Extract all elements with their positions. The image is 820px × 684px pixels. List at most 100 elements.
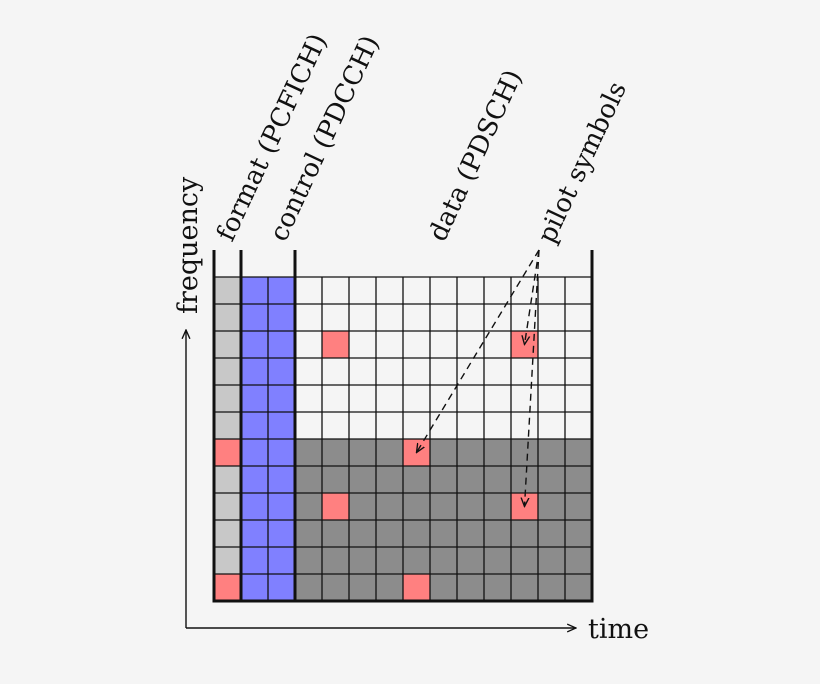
data-cell-shaded: [376, 439, 403, 466]
format-cell: [214, 277, 241, 304]
data-cell: [295, 331, 322, 358]
data-cell: [403, 412, 430, 439]
data-cell: [538, 304, 565, 331]
pilot-cell: [214, 439, 241, 466]
data-cell: [538, 358, 565, 385]
format-cell: [214, 520, 241, 547]
control-cell: [241, 412, 268, 439]
data-cell-shaded: [538, 520, 565, 547]
data-cell: [457, 358, 484, 385]
pilot-arrow: [525, 249, 540, 507]
data-cell: [538, 331, 565, 358]
data-cell-shaded: [457, 466, 484, 493]
data-cell-shaded: [565, 439, 592, 466]
data-cell-shaded: [511, 547, 538, 574]
data-cell: [538, 385, 565, 412]
data-cell: [376, 331, 403, 358]
frequency-axis-label: frequency: [173, 176, 204, 314]
data-cell: [484, 358, 511, 385]
data-cell: [349, 385, 376, 412]
data-cell-shaded: [457, 574, 484, 601]
data-cell: [376, 277, 403, 304]
data-cell-shaded: [295, 493, 322, 520]
data-cell: [511, 304, 538, 331]
pilot-arrow: [525, 249, 540, 345]
data-cell: [403, 277, 430, 304]
data-cell: [403, 358, 430, 385]
data-cell-shaded: [430, 547, 457, 574]
data-cell-shaded: [376, 574, 403, 601]
data-cell-shaded: [484, 547, 511, 574]
data-cell-shaded: [295, 547, 322, 574]
control-cell: [241, 466, 268, 493]
data-cell-shaded: [403, 466, 430, 493]
format-cell: [214, 385, 241, 412]
data-cell-shaded: [538, 439, 565, 466]
data-cell-shaded: [565, 493, 592, 520]
data-cell-shaded: [322, 574, 349, 601]
data-cell-shaded: [349, 466, 376, 493]
data-cell-shaded: [349, 574, 376, 601]
data-cell: [322, 358, 349, 385]
control-cell: [268, 493, 295, 520]
format-cell: [214, 304, 241, 331]
data-cell-shaded: [538, 574, 565, 601]
data-cell: [376, 412, 403, 439]
data-cell: [457, 277, 484, 304]
data-cell: [565, 277, 592, 304]
data-cell-shaded: [295, 574, 322, 601]
data-cell-shaded: [565, 520, 592, 547]
data-cell: [349, 358, 376, 385]
control-cell: [268, 358, 295, 385]
data-cell: [295, 358, 322, 385]
data-cell: [376, 385, 403, 412]
data-cell: [565, 412, 592, 439]
data-cell: [349, 331, 376, 358]
data-cell-shaded: [457, 547, 484, 574]
data-cell-shaded: [430, 493, 457, 520]
data-cell: [376, 358, 403, 385]
data-cell-shaded: [484, 493, 511, 520]
data-cell: [565, 331, 592, 358]
control-cell: [241, 493, 268, 520]
format-cell: [214, 412, 241, 439]
control-cell: [268, 412, 295, 439]
data-cell-shaded: [538, 493, 565, 520]
data-cell: [484, 385, 511, 412]
data-cell: [295, 385, 322, 412]
data-cell-shaded: [484, 439, 511, 466]
time-axis-label: time: [588, 614, 649, 645]
pilot-cell: [214, 574, 241, 601]
data-cell-shaded: [322, 439, 349, 466]
data-cell-shaded: [457, 520, 484, 547]
data-cell-shaded: [322, 547, 349, 574]
data-cell-shaded: [295, 520, 322, 547]
control-cell: [268, 277, 295, 304]
data-cell: [565, 304, 592, 331]
data-cell-shaded: [538, 466, 565, 493]
data-cell-shaded: [430, 574, 457, 601]
data-cell: [403, 304, 430, 331]
data-cell: [538, 277, 565, 304]
data-cell-shaded: [430, 520, 457, 547]
format-cell: [214, 493, 241, 520]
data-cell-shaded: [376, 520, 403, 547]
pilot-cell: [403, 574, 430, 601]
data-cell-shaded: [565, 574, 592, 601]
data-cell: [430, 331, 457, 358]
data-cell-shaded: [403, 547, 430, 574]
data-cell: [484, 412, 511, 439]
data-cell: [349, 304, 376, 331]
data-cell: [322, 304, 349, 331]
data-cell: [349, 277, 376, 304]
data-cell: [295, 412, 322, 439]
data-cell: [484, 277, 511, 304]
data-cell-shaded: [538, 547, 565, 574]
pilot-cell: [322, 331, 349, 358]
data-cell: [484, 331, 511, 358]
data-cell-shaded: [322, 466, 349, 493]
data-cell-shaded: [511, 466, 538, 493]
format-cell: [214, 358, 241, 385]
data-cell-shaded: [484, 520, 511, 547]
data-cell-shaded: [511, 439, 538, 466]
